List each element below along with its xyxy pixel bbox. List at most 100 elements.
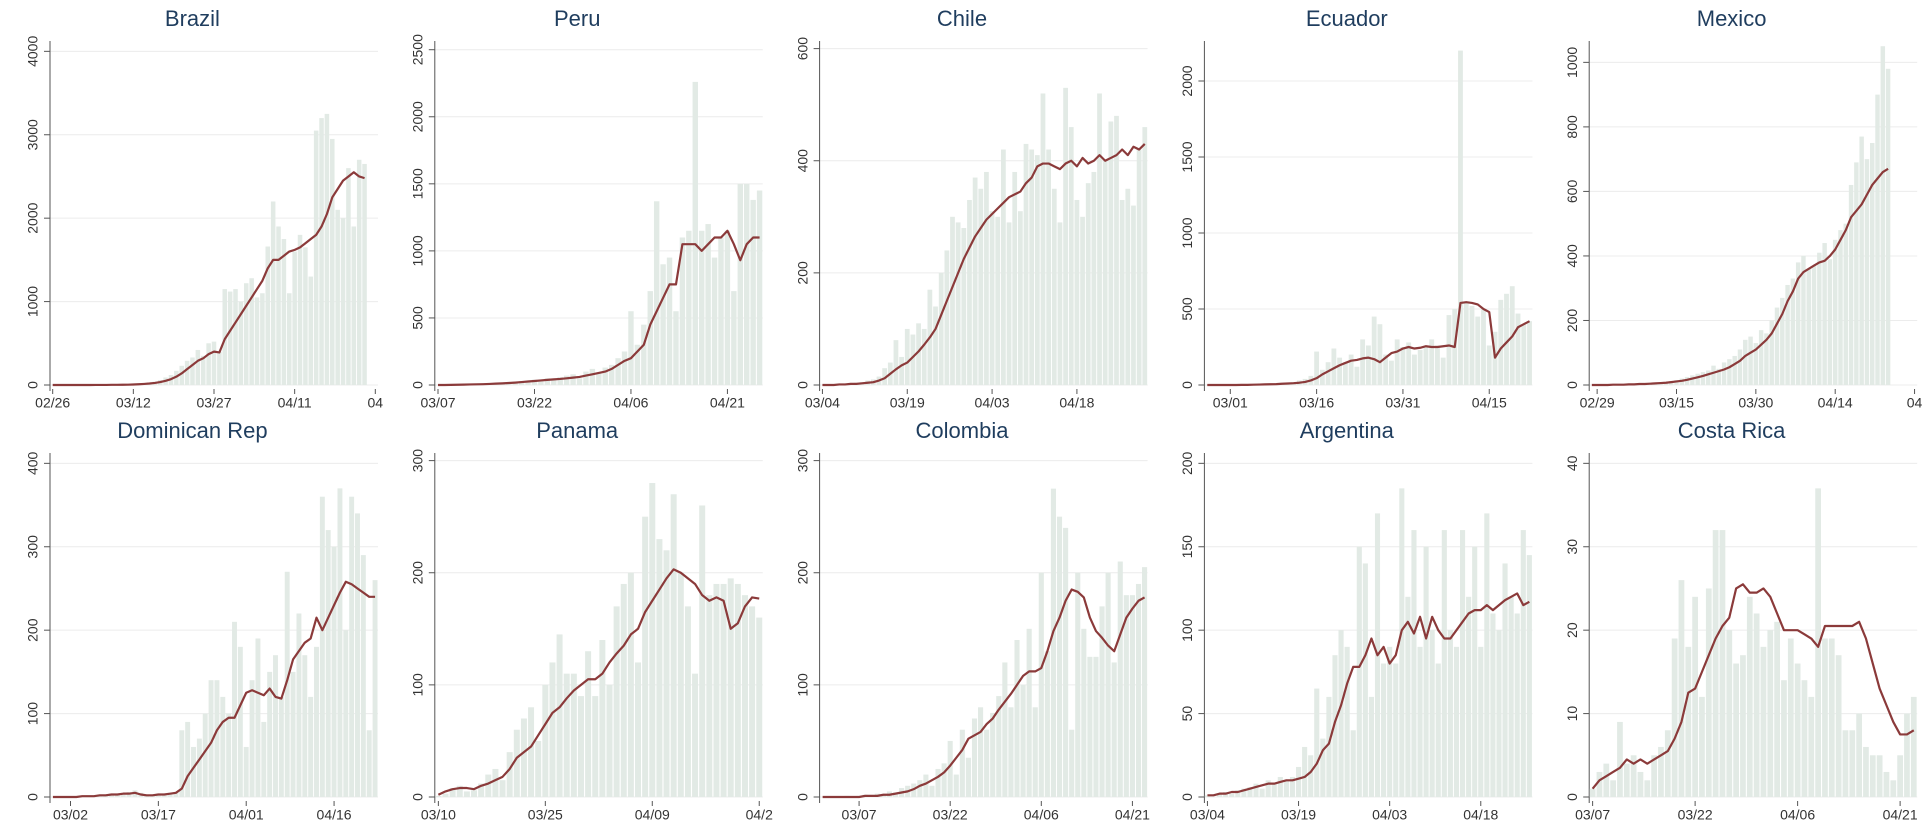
bar bbox=[355, 513, 360, 797]
bar bbox=[1075, 572, 1081, 797]
bar bbox=[1131, 205, 1136, 385]
bar bbox=[996, 696, 1002, 797]
bar bbox=[463, 791, 470, 797]
bar bbox=[1790, 278, 1796, 385]
bar bbox=[923, 774, 929, 797]
bar bbox=[174, 370, 179, 385]
bar bbox=[1808, 696, 1815, 797]
bar bbox=[538, 380, 544, 385]
bar bbox=[471, 790, 478, 797]
bar bbox=[1001, 149, 1006, 385]
bar bbox=[206, 343, 211, 385]
bar bbox=[1368, 696, 1374, 797]
bar bbox=[933, 306, 938, 385]
y-tick-label: 100 bbox=[410, 673, 426, 697]
bar bbox=[1856, 713, 1862, 797]
x-tick-label: 04/09 bbox=[635, 807, 670, 823]
bar bbox=[1910, 696, 1917, 797]
bar bbox=[290, 671, 296, 797]
bar bbox=[1020, 684, 1026, 797]
bar bbox=[314, 646, 319, 797]
bar bbox=[1785, 284, 1790, 385]
panel: Peru 0 500 1000 1500 2000 2500 03/07 03/22 04/06 0… bbox=[410, 6, 763, 411]
panel-title: Brazil bbox=[165, 6, 220, 31]
bar bbox=[893, 340, 899, 385]
x-tick-label: 03/15 bbox=[1659, 395, 1694, 411]
y-tick-label: 1000 bbox=[1564, 47, 1580, 78]
x-tick-label: 03/19 bbox=[1281, 807, 1316, 823]
bar bbox=[989, 211, 995, 385]
y-tick-label: 300 bbox=[794, 449, 810, 473]
y-tick-label: 200 bbox=[794, 261, 810, 285]
bar bbox=[749, 606, 756, 797]
bar bbox=[1521, 324, 1527, 385]
y-tick-label: 400 bbox=[25, 451, 41, 475]
y-tick-label: 3000 bbox=[25, 119, 41, 150]
bar bbox=[202, 713, 208, 797]
bar bbox=[750, 199, 756, 385]
bar bbox=[1354, 366, 1360, 385]
x-tick-label: 03/04 bbox=[1190, 807, 1225, 823]
bar bbox=[1822, 638, 1828, 797]
panel: Panama 0 100 200 300 03/10 03/25 04/09 04/2 bbox=[410, 418, 774, 823]
bar bbox=[744, 183, 750, 385]
bar bbox=[947, 740, 953, 797]
y-tick-label: 150 bbox=[1179, 535, 1195, 559]
bar bbox=[1817, 252, 1822, 385]
bar bbox=[1017, 211, 1023, 385]
bar bbox=[1758, 330, 1764, 385]
panel-title: Panama bbox=[536, 418, 619, 443]
bar bbox=[602, 367, 608, 385]
bar bbox=[656, 539, 663, 797]
bar bbox=[324, 113, 330, 385]
bar bbox=[1769, 320, 1774, 385]
bar bbox=[1014, 640, 1020, 797]
bar bbox=[621, 351, 628, 385]
bar bbox=[921, 328, 927, 385]
y-tick-label: 500 bbox=[410, 306, 426, 330]
bar bbox=[254, 297, 260, 385]
bar bbox=[190, 357, 195, 385]
bar bbox=[1326, 696, 1332, 797]
x-tick-label: 04/03 bbox=[975, 395, 1010, 411]
trend-line bbox=[437, 568, 760, 796]
bar bbox=[1377, 324, 1383, 385]
bar bbox=[1787, 638, 1794, 797]
bar bbox=[1486, 345, 1492, 385]
bar bbox=[362, 163, 367, 385]
bar bbox=[1111, 662, 1117, 797]
bar bbox=[1412, 354, 1417, 385]
x-tick-label: 03/30 bbox=[1738, 395, 1773, 411]
bar bbox=[1827, 259, 1833, 385]
bar bbox=[961, 228, 967, 385]
bar bbox=[563, 673, 570, 797]
bar bbox=[267, 671, 273, 797]
bar bbox=[1801, 680, 1808, 797]
bar bbox=[1129, 595, 1135, 797]
bar bbox=[1123, 595, 1129, 797]
bar bbox=[1229, 793, 1235, 797]
bar bbox=[1870, 143, 1875, 385]
bar bbox=[984, 171, 989, 385]
bar bbox=[995, 216, 1001, 385]
bar bbox=[917, 780, 923, 797]
bar bbox=[1029, 149, 1035, 385]
bar bbox=[1099, 606, 1105, 797]
bar bbox=[635, 662, 642, 797]
bar bbox=[222, 289, 228, 385]
bar bbox=[1136, 149, 1142, 385]
bar bbox=[1235, 790, 1241, 797]
bar bbox=[1780, 297, 1785, 385]
bar bbox=[1897, 755, 1903, 797]
bar bbox=[1859, 136, 1864, 385]
y-tick-label: 600 bbox=[794, 37, 810, 61]
bar bbox=[741, 595, 748, 797]
bar bbox=[1674, 380, 1679, 385]
bar bbox=[1429, 630, 1435, 797]
bar bbox=[634, 344, 641, 385]
bar bbox=[1721, 362, 1727, 385]
x-tick-label: 02/29 bbox=[1580, 395, 1615, 411]
x-tick-label: 03/22 bbox=[517, 395, 552, 411]
bar bbox=[1904, 713, 1910, 797]
bar bbox=[284, 571, 290, 797]
